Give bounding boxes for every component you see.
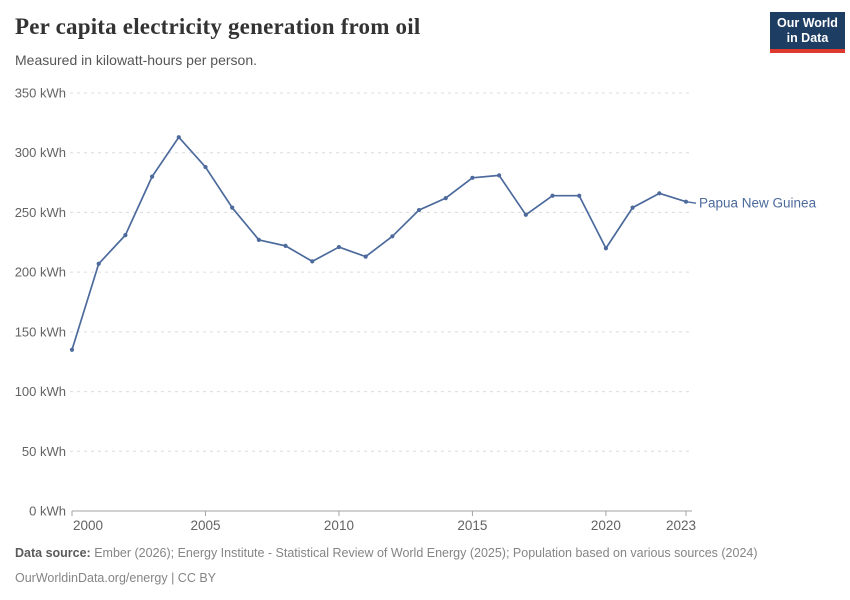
data-source-text: Ember (2026); Energy Institute - Statist… [94, 546, 758, 560]
x-axis-tick-label: 2023 [666, 518, 696, 533]
data-point[interactable] [149, 174, 155, 179]
data-point[interactable] [176, 135, 181, 140]
data-point[interactable] [96, 261, 101, 266]
data-point[interactable] [657, 191, 662, 196]
data-point[interactable] [336, 244, 342, 250]
data-source-label: Data source: [15, 546, 91, 560]
data-point[interactable] [523, 212, 528, 217]
owid-logo[interactable]: Our World in Data [770, 12, 845, 53]
x-axis-tick-label: 2005 [190, 518, 220, 533]
x-axis-tick-label: 2015 [457, 518, 487, 533]
owid-logo-line2: in Data [786, 31, 829, 45]
x-axis-tick-label: 2010 [324, 518, 354, 533]
y-axis-tick-label: 0 kWh [29, 504, 66, 519]
data-point[interactable] [363, 254, 368, 259]
y-axis-tick-label: 250 kWh [15, 205, 66, 220]
data-point[interactable] [577, 193, 582, 198]
data-point[interactable] [123, 233, 128, 238]
data-point[interactable] [497, 173, 502, 178]
data-point[interactable] [550, 193, 555, 198]
data-point[interactable] [416, 207, 422, 213]
y-axis-tick-label: 150 kWh [15, 324, 66, 339]
data-point[interactable] [683, 199, 689, 204]
data-point[interactable] [283, 243, 288, 248]
data-point[interactable] [230, 205, 235, 210]
end-label-connector [685, 201, 697, 204]
y-axis-tick-label: 350 kWh [15, 86, 66, 101]
data-point[interactable] [69, 347, 75, 352]
y-axis-tick-label: 300 kWh [15, 145, 66, 160]
data-point[interactable] [603, 246, 609, 251]
chart-subtitle: Measured in kilowatt-hours per person. [15, 52, 258, 68]
data-point[interactable] [443, 195, 448, 201]
owid-logo-line1: Our World [777, 16, 838, 30]
x-axis-tick-label: 2020 [591, 518, 621, 533]
x-axis-tick-label: 2000 [73, 518, 103, 533]
footer-license-link[interactable]: OurWorldinData.org/energy | CC BY [15, 571, 217, 585]
data-point[interactable] [470, 175, 475, 180]
data-point[interactable] [256, 237, 261, 242]
data-point[interactable] [390, 234, 395, 239]
chart-title: Per capita electricity generation from o… [15, 14, 421, 39]
y-axis-tick-label: 50 kWh [22, 444, 66, 459]
line-chart: 0 kWh 50 kWh 100 kWh 150 kWh 200 kWh 250 kWh 3… [15, 86, 817, 534]
y-axis-tick-label: 200 kWh [15, 265, 66, 280]
data-source-line: Data source: Ember (2026); Energy Instit… [15, 544, 835, 562]
series-line[interactable] [71, 136, 687, 351]
series-end-label[interactable]: Papua New Guinea [699, 196, 817, 211]
footer: Data source: Ember (2026); Energy Instit… [15, 544, 835, 587]
data-point[interactable] [310, 259, 315, 264]
y-axis-tick-label: 100 kWh [15, 384, 66, 399]
data-point[interactable] [203, 164, 208, 170]
data-point[interactable] [630, 205, 635, 210]
